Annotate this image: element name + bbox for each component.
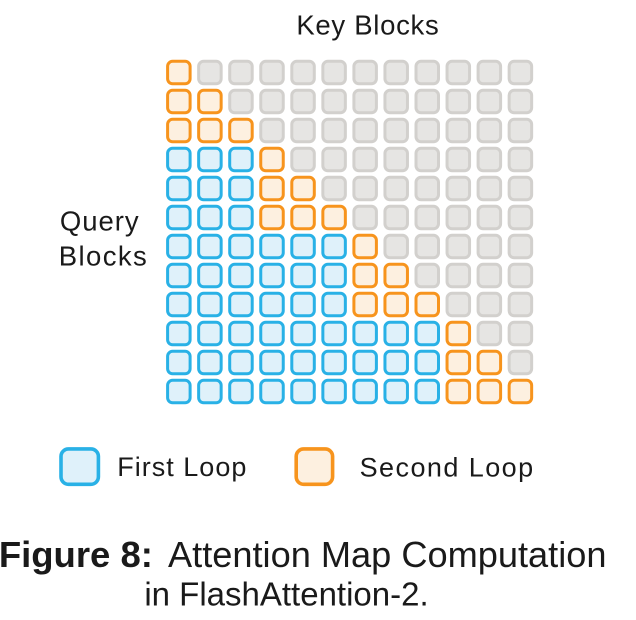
svg-text:Key Blocks: Key Blocks [296,10,439,41]
svg-text:Figure 8:: Figure 8: [0,534,153,575]
svg-text:Query: Query [60,205,140,236]
svg-text:Second Loop: Second Loop [360,452,535,482]
svg-text:in FlashAttention-2.: in FlashAttention-2. [144,575,428,612]
svg-text:First Loop: First Loop [117,452,247,482]
svg-text:Blocks: Blocks [59,240,148,271]
svg-text:Attention Map Computation: Attention Map Computation [168,534,607,575]
